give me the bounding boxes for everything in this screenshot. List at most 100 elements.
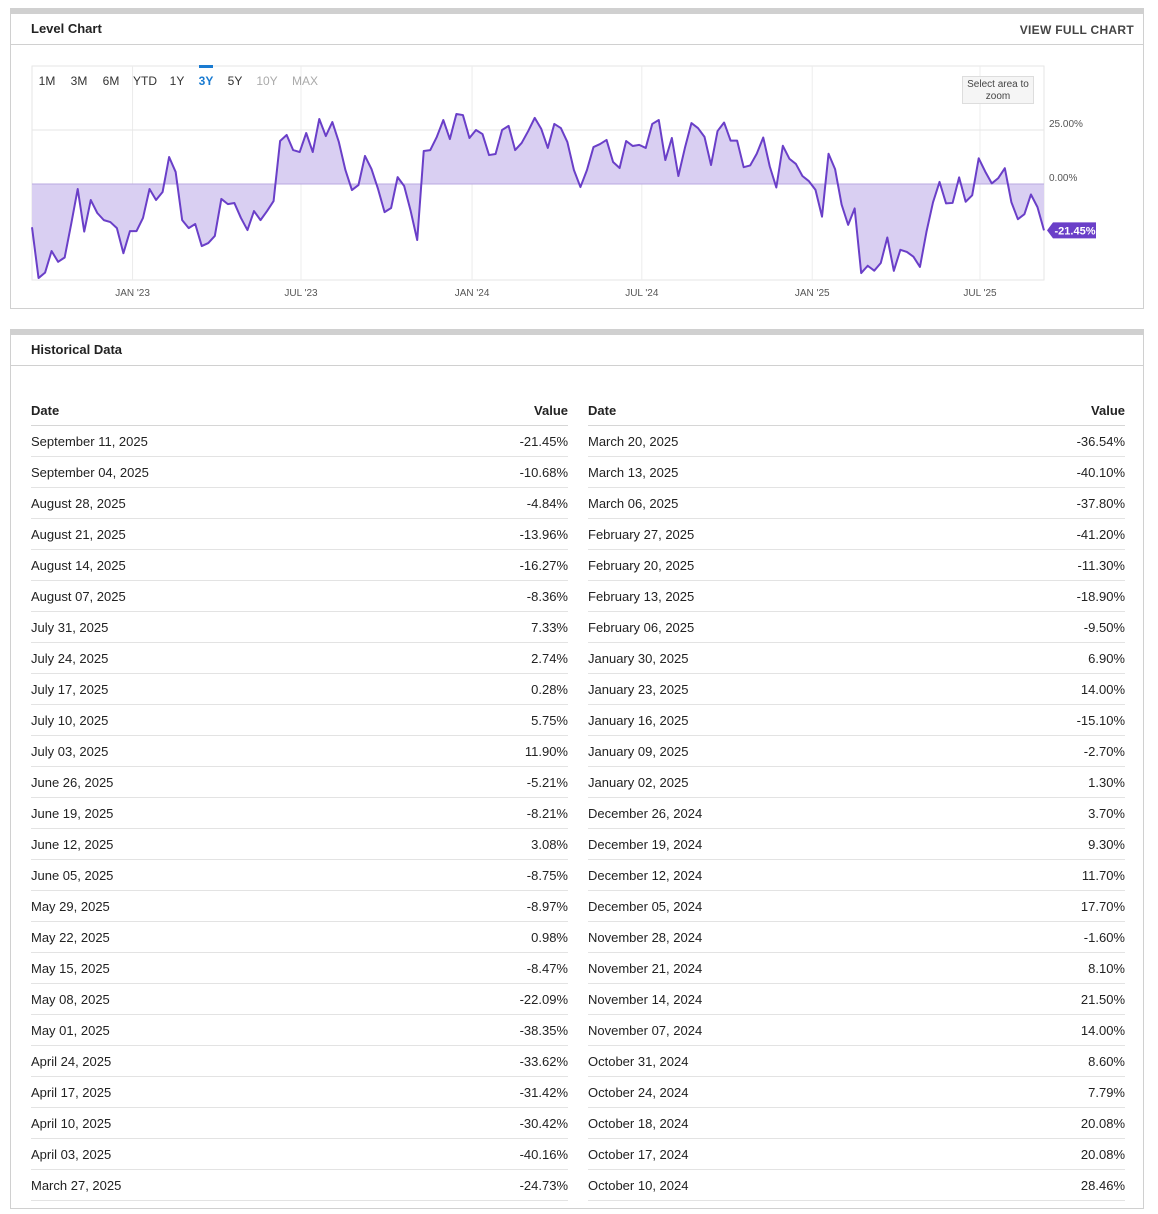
range-button: MAX <box>292 74 318 88</box>
column-header: Value <box>1091 402 1125 418</box>
table-row: January 16, 2025 -15.10% <box>588 705 1125 736</box>
column-header: Value <box>534 402 568 418</box>
table-row: May 15, 2025 -8.47% <box>31 953 568 984</box>
date-cell: January 30, 2025 <box>588 650 689 666</box>
value-cell: 0.98% <box>531 929 568 945</box>
date-cell: August 21, 2025 <box>31 526 126 542</box>
date-cell: December 05, 2024 <box>588 898 703 914</box>
value-cell: 28.46% <box>1080 1177 1125 1193</box>
date-cell: June 12, 2025 <box>31 836 114 852</box>
date-cell: January 02, 2025 <box>588 774 689 790</box>
table-row: May 22, 2025 0.98% <box>31 922 568 953</box>
date-cell: December 12, 2024 <box>588 867 703 883</box>
level-chart-panel: Level Chart VIEW FULL CHART <box>10 8 1144 309</box>
date-cell: July 24, 2025 <box>31 650 109 666</box>
table-row: May 08, 2025 -22.09% <box>31 984 568 1015</box>
date-cell: May 15, 2025 <box>31 960 110 976</box>
value-cell: -5.21% <box>526 774 568 790</box>
x-tick-label: JAN '24 <box>455 288 490 299</box>
panel-title: Historical Data <box>31 342 123 357</box>
value-cell: -22.09% <box>519 991 568 1007</box>
value-cell: -2.70% <box>1083 743 1125 759</box>
table-row: November 07, 2024 14.00% <box>588 1015 1125 1046</box>
table-row: February 27, 2025 -41.20% <box>588 519 1125 550</box>
date-cell: October 31, 2024 <box>588 1053 689 1069</box>
range-button[interactable]: YTD <box>133 74 157 88</box>
date-cell: June 19, 2025 <box>31 805 114 821</box>
table-row: August 07, 2025 -8.36% <box>31 581 568 612</box>
table-row: October 18, 2024 20.08% <box>588 1108 1125 1139</box>
table-column: Date Value September 11, 2025 -21.45% Septem… <box>31 395 568 1201</box>
divider <box>11 365 1143 366</box>
table-row: October 31, 2024 8.60% <box>588 1046 1125 1077</box>
value-cell: 0.28% <box>531 681 568 697</box>
date-cell: March 13, 2025 <box>588 464 679 480</box>
value-cell: 7.79% <box>1088 1084 1125 1100</box>
table-row: January 30, 2025 6.90% <box>588 643 1125 674</box>
table-row: October 10, 2024 28.46% <box>588 1170 1125 1201</box>
table-row: December 05, 2024 17.70% <box>588 891 1125 922</box>
table-row: August 28, 2025 -4.84% <box>31 488 568 519</box>
table-row: January 02, 2025 1.30% <box>588 767 1125 798</box>
value-cell: -36.54% <box>1076 433 1125 449</box>
range-button[interactable]: 6M <box>103 74 120 88</box>
range-button[interactable]: 1Y <box>170 74 185 88</box>
date-cell: March 06, 2025 <box>588 495 679 511</box>
column-header: Date <box>588 402 617 418</box>
value-cell: 6.90% <box>1088 650 1125 666</box>
range-button[interactable]: 1M <box>39 74 56 88</box>
value-cell: 2.74% <box>531 650 568 666</box>
x-tick-label: JAN '25 <box>795 288 830 299</box>
date-cell: October 24, 2024 <box>588 1084 689 1100</box>
value-cell: -15.10% <box>1076 712 1125 728</box>
table-header: Date Value <box>588 395 1125 426</box>
table-row: May 29, 2025 -8.97% <box>31 891 568 922</box>
column-header: Date <box>31 402 60 418</box>
table-row: October 17, 2024 20.08% <box>588 1139 1125 1170</box>
date-cell: May 22, 2025 <box>31 929 110 945</box>
table-row: January 09, 2025 -2.70% <box>588 736 1125 767</box>
x-tick-label: JUL '25 <box>963 288 997 299</box>
date-cell: October 17, 2024 <box>588 1146 689 1162</box>
value-cell: 3.08% <box>531 836 568 852</box>
date-cell: July 31, 2025 <box>31 619 109 635</box>
value-cell: -10.68% <box>519 464 568 480</box>
value-cell: -8.21% <box>526 805 568 821</box>
date-cell: December 19, 2024 <box>588 836 703 852</box>
value-cell: -18.90% <box>1076 588 1125 604</box>
value-cell: -16.27% <box>519 557 568 573</box>
historical-panel: Historical Data <box>10 329 1144 1209</box>
date-cell: January 16, 2025 <box>588 712 689 728</box>
value-cell: -8.36% <box>526 588 568 604</box>
value-cell: -9.50% <box>1083 619 1125 635</box>
value-cell: -4.84% <box>526 495 568 511</box>
zoom-hint: Select area to zoom <box>962 76 1034 104</box>
value-cell: -33.62% <box>519 1053 568 1069</box>
table-row: January 23, 2025 14.00% <box>588 674 1125 705</box>
value-cell: 1.30% <box>1088 774 1125 790</box>
panel-title: Level Chart <box>31 21 102 36</box>
table-row: April 17, 2025 -31.42% <box>31 1077 568 1108</box>
table-row: April 03, 2025 -40.16% <box>31 1139 568 1170</box>
last-value-label: -21.45% <box>1055 225 1096 237</box>
view-full-chart[interactable]: VIEW FULL CHART <box>1019 23 1134 37</box>
date-cell: July 10, 2025 <box>31 712 109 728</box>
y-tick-label: 25.00% <box>1049 119 1083 130</box>
table-row: March 06, 2025 -37.80% <box>588 488 1125 519</box>
y-tick-label: 0.00% <box>1049 173 1077 184</box>
range-button[interactable]: 3Y <box>199 74 214 88</box>
table-row: June 05, 2025 -8.75% <box>31 860 568 891</box>
table-row: September 04, 2025 -10.68% <box>31 457 568 488</box>
range-button[interactable]: 3M <box>71 74 88 88</box>
value-cell: 8.10% <box>1088 960 1125 976</box>
value-cell: 5.75% <box>531 712 568 728</box>
date-cell: April 24, 2025 <box>31 1053 112 1069</box>
table-row: June 12, 2025 3.08% <box>31 829 568 860</box>
x-tick-label: JAN '23 <box>115 288 150 299</box>
value-cell: 8.60% <box>1088 1053 1125 1069</box>
table-row: November 14, 2024 21.50% <box>588 984 1125 1015</box>
date-cell: August 07, 2025 <box>31 588 126 604</box>
date-cell: March 20, 2025 <box>588 433 679 449</box>
range-button[interactable]: 5Y <box>228 74 243 88</box>
